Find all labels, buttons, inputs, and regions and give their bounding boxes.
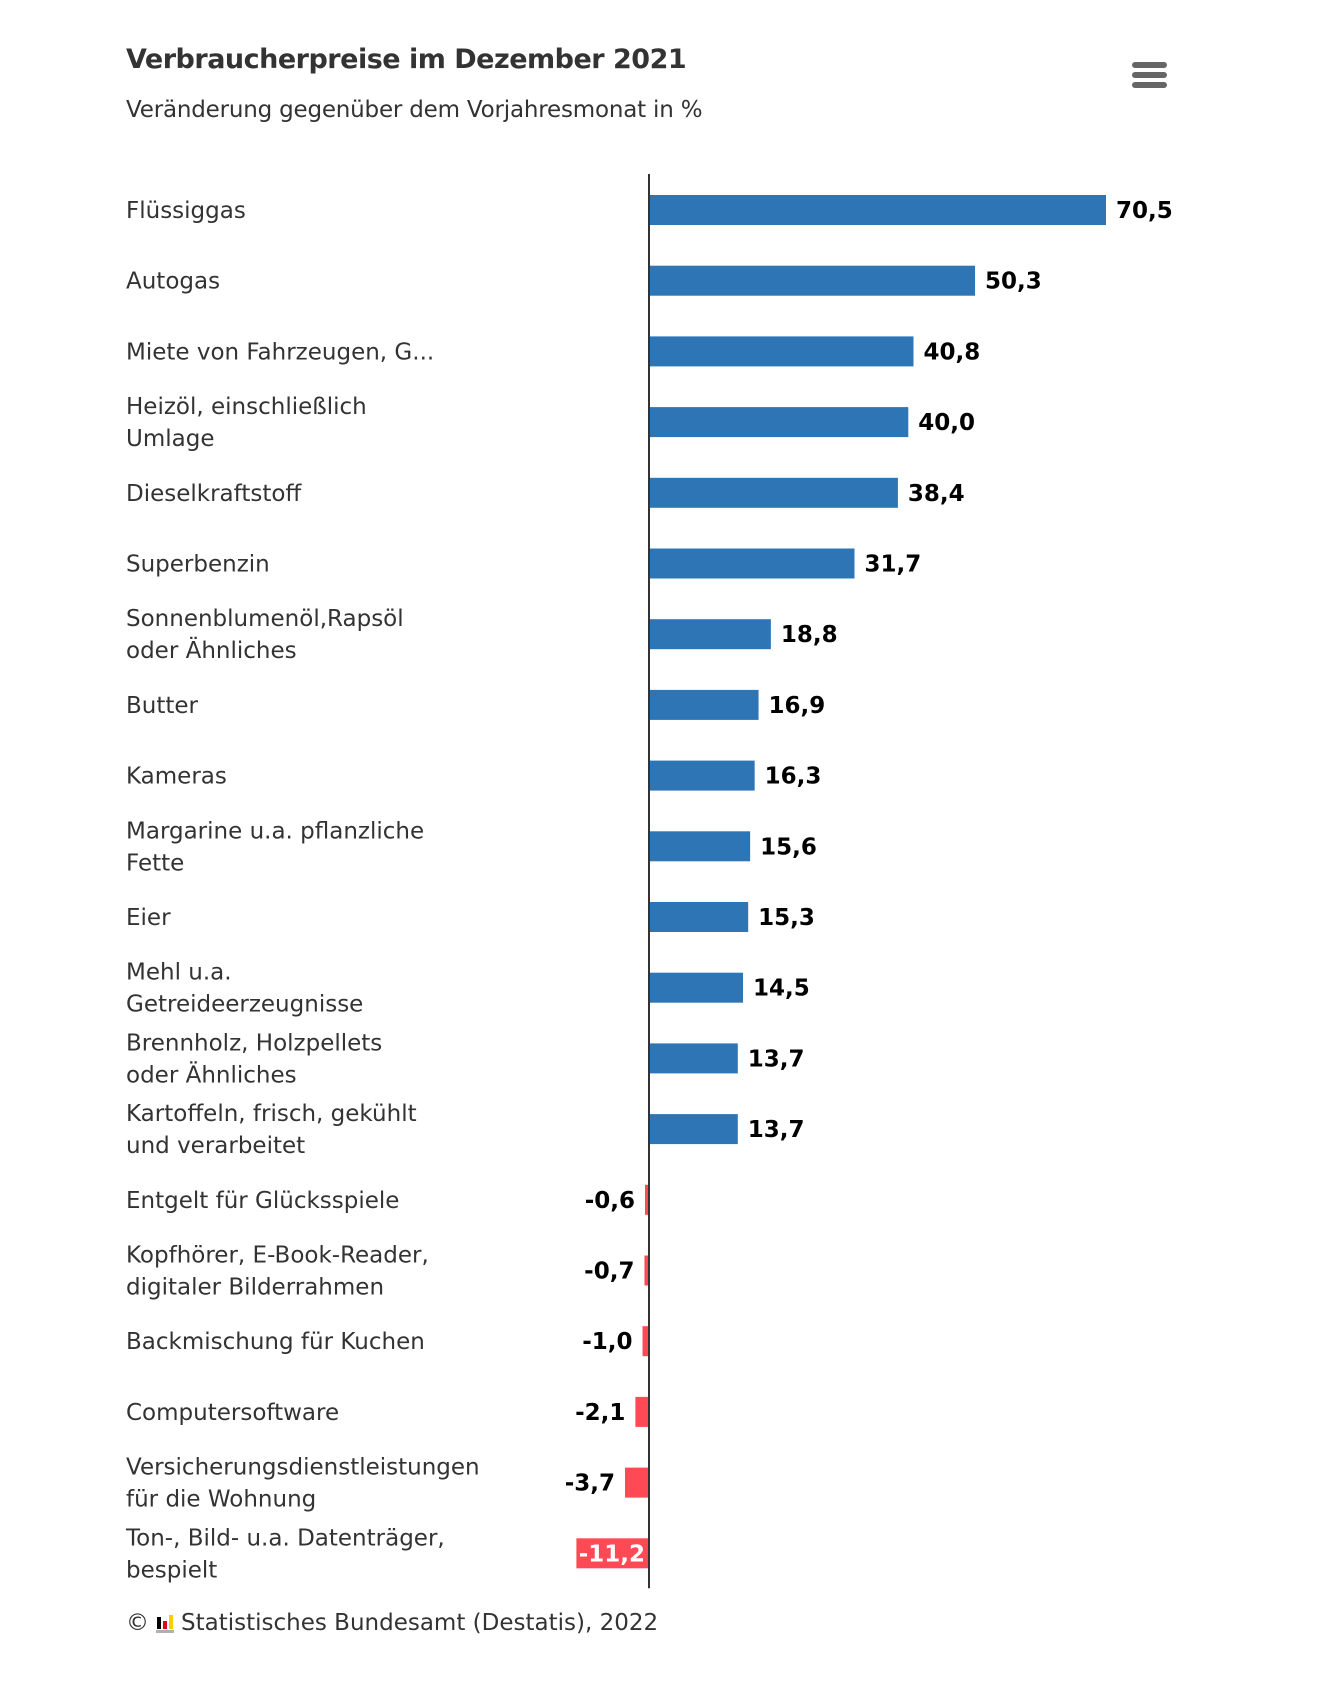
value-label: 40,0 bbox=[918, 410, 975, 436]
category-label: Entgelt für Glücksspiele bbox=[126, 1188, 399, 1214]
value-label: -1,0 bbox=[582, 1329, 632, 1355]
bar-positive bbox=[649, 407, 909, 438]
category-label: Backmischung für Kuchen bbox=[126, 1329, 425, 1355]
bar-positive bbox=[649, 1043, 738, 1074]
menu-line bbox=[1132, 72, 1167, 78]
bar-positive bbox=[649, 548, 855, 579]
category-label: Dieselkraftstoff bbox=[126, 481, 302, 507]
category-label: Computersoftware bbox=[126, 1400, 339, 1426]
value-label: 15,6 bbox=[760, 834, 817, 860]
bar-positive bbox=[649, 760, 755, 791]
bar-negative bbox=[635, 1396, 649, 1427]
category-label: Kameras bbox=[126, 764, 227, 790]
category-label: Ton-, Bild- u.a. Datenträger, bespielt bbox=[125, 1525, 445, 1583]
copyright-symbol: © bbox=[126, 1610, 149, 1636]
value-label: 16,3 bbox=[765, 764, 822, 790]
value-label: -0,7 bbox=[584, 1259, 634, 1285]
bar-positive bbox=[649, 265, 976, 296]
bar-negative bbox=[576, 1538, 649, 1569]
value-label: 40,8 bbox=[923, 339, 980, 365]
bar-positive bbox=[649, 972, 743, 1003]
category-label: Flüssiggas bbox=[126, 198, 246, 224]
value-label: -11,2 bbox=[579, 1541, 645, 1567]
source-credit: © Statistisches Bundesamt (Destatis), 20… bbox=[126, 1610, 658, 1636]
category-label: Superbenzin bbox=[126, 552, 270, 578]
chart-panel bbox=[120, 40, 1175, 1650]
bar-negative bbox=[644, 1255, 649, 1286]
value-label: 13,7 bbox=[748, 1046, 805, 1072]
category-label: Kartoffeln, frisch, gekühlt und verarbeit… bbox=[126, 1101, 417, 1159]
bar-positive bbox=[649, 336, 914, 367]
category-label: Margarine u.a. pflanzliche Fette bbox=[126, 818, 424, 876]
value-label: -2,1 bbox=[575, 1400, 625, 1426]
category-label: Eier bbox=[126, 905, 171, 931]
category-label: Heizöl, einschließlich Umlage bbox=[126, 394, 367, 452]
menu-line bbox=[1132, 82, 1167, 88]
category-label: Butter bbox=[126, 693, 199, 719]
destatis-logo-icon bbox=[155, 1613, 175, 1633]
value-label: 31,7 bbox=[864, 552, 921, 578]
bar-positive bbox=[649, 1114, 738, 1145]
value-label: 16,9 bbox=[769, 693, 826, 719]
category-label: Versicherungsdienstleistungen für die Woh… bbox=[126, 1455, 480, 1513]
bar-positive bbox=[649, 477, 898, 508]
bar-positive bbox=[649, 831, 751, 862]
value-label: 50,3 bbox=[985, 269, 1042, 295]
value-label: 15,3 bbox=[758, 905, 815, 931]
bar-positive bbox=[649, 689, 759, 720]
value-label: -3,7 bbox=[565, 1471, 615, 1497]
hamburger-menu-icon[interactable] bbox=[1128, 58, 1172, 94]
value-label: 70,5 bbox=[1116, 198, 1173, 224]
bar-negative bbox=[625, 1467, 649, 1498]
category-label: Autogas bbox=[126, 269, 220, 295]
bar-negative bbox=[642, 1326, 649, 1357]
chart-subtitle: Veränderung gegenüber dem Vorjahresmonat… bbox=[126, 97, 703, 123]
value-label: 13,7 bbox=[748, 1117, 805, 1143]
bar-positive bbox=[649, 619, 771, 650]
value-label: 38,4 bbox=[908, 481, 965, 507]
menu-line bbox=[1132, 62, 1167, 68]
bar-positive bbox=[649, 902, 749, 932]
category-label: Mehl u.a. Getreideerzeugnisse bbox=[126, 960, 363, 1018]
category-label: Brennholz, Holzpellets oder Ähnliches bbox=[126, 1030, 382, 1088]
category-label: Sonnenblumenöl,Rapsöl oder Ähnliches bbox=[126, 606, 404, 664]
source-text: Statistisches Bundesamt (Destatis), 2022 bbox=[181, 1610, 659, 1636]
category-label: Miete von Fahrzeugen, G... bbox=[126, 339, 434, 365]
value-label: 14,5 bbox=[753, 976, 810, 1002]
value-label: -0,6 bbox=[585, 1188, 635, 1214]
bar-positive bbox=[649, 195, 1106, 225]
chart-title: Verbraucherpreise im Dezember 2021 bbox=[126, 44, 687, 75]
bar-negative bbox=[645, 1184, 649, 1215]
value-label: 18,8 bbox=[781, 622, 838, 648]
category-label: Kopfhörer, E-Book-Reader, digitaler Bilde… bbox=[126, 1243, 429, 1301]
